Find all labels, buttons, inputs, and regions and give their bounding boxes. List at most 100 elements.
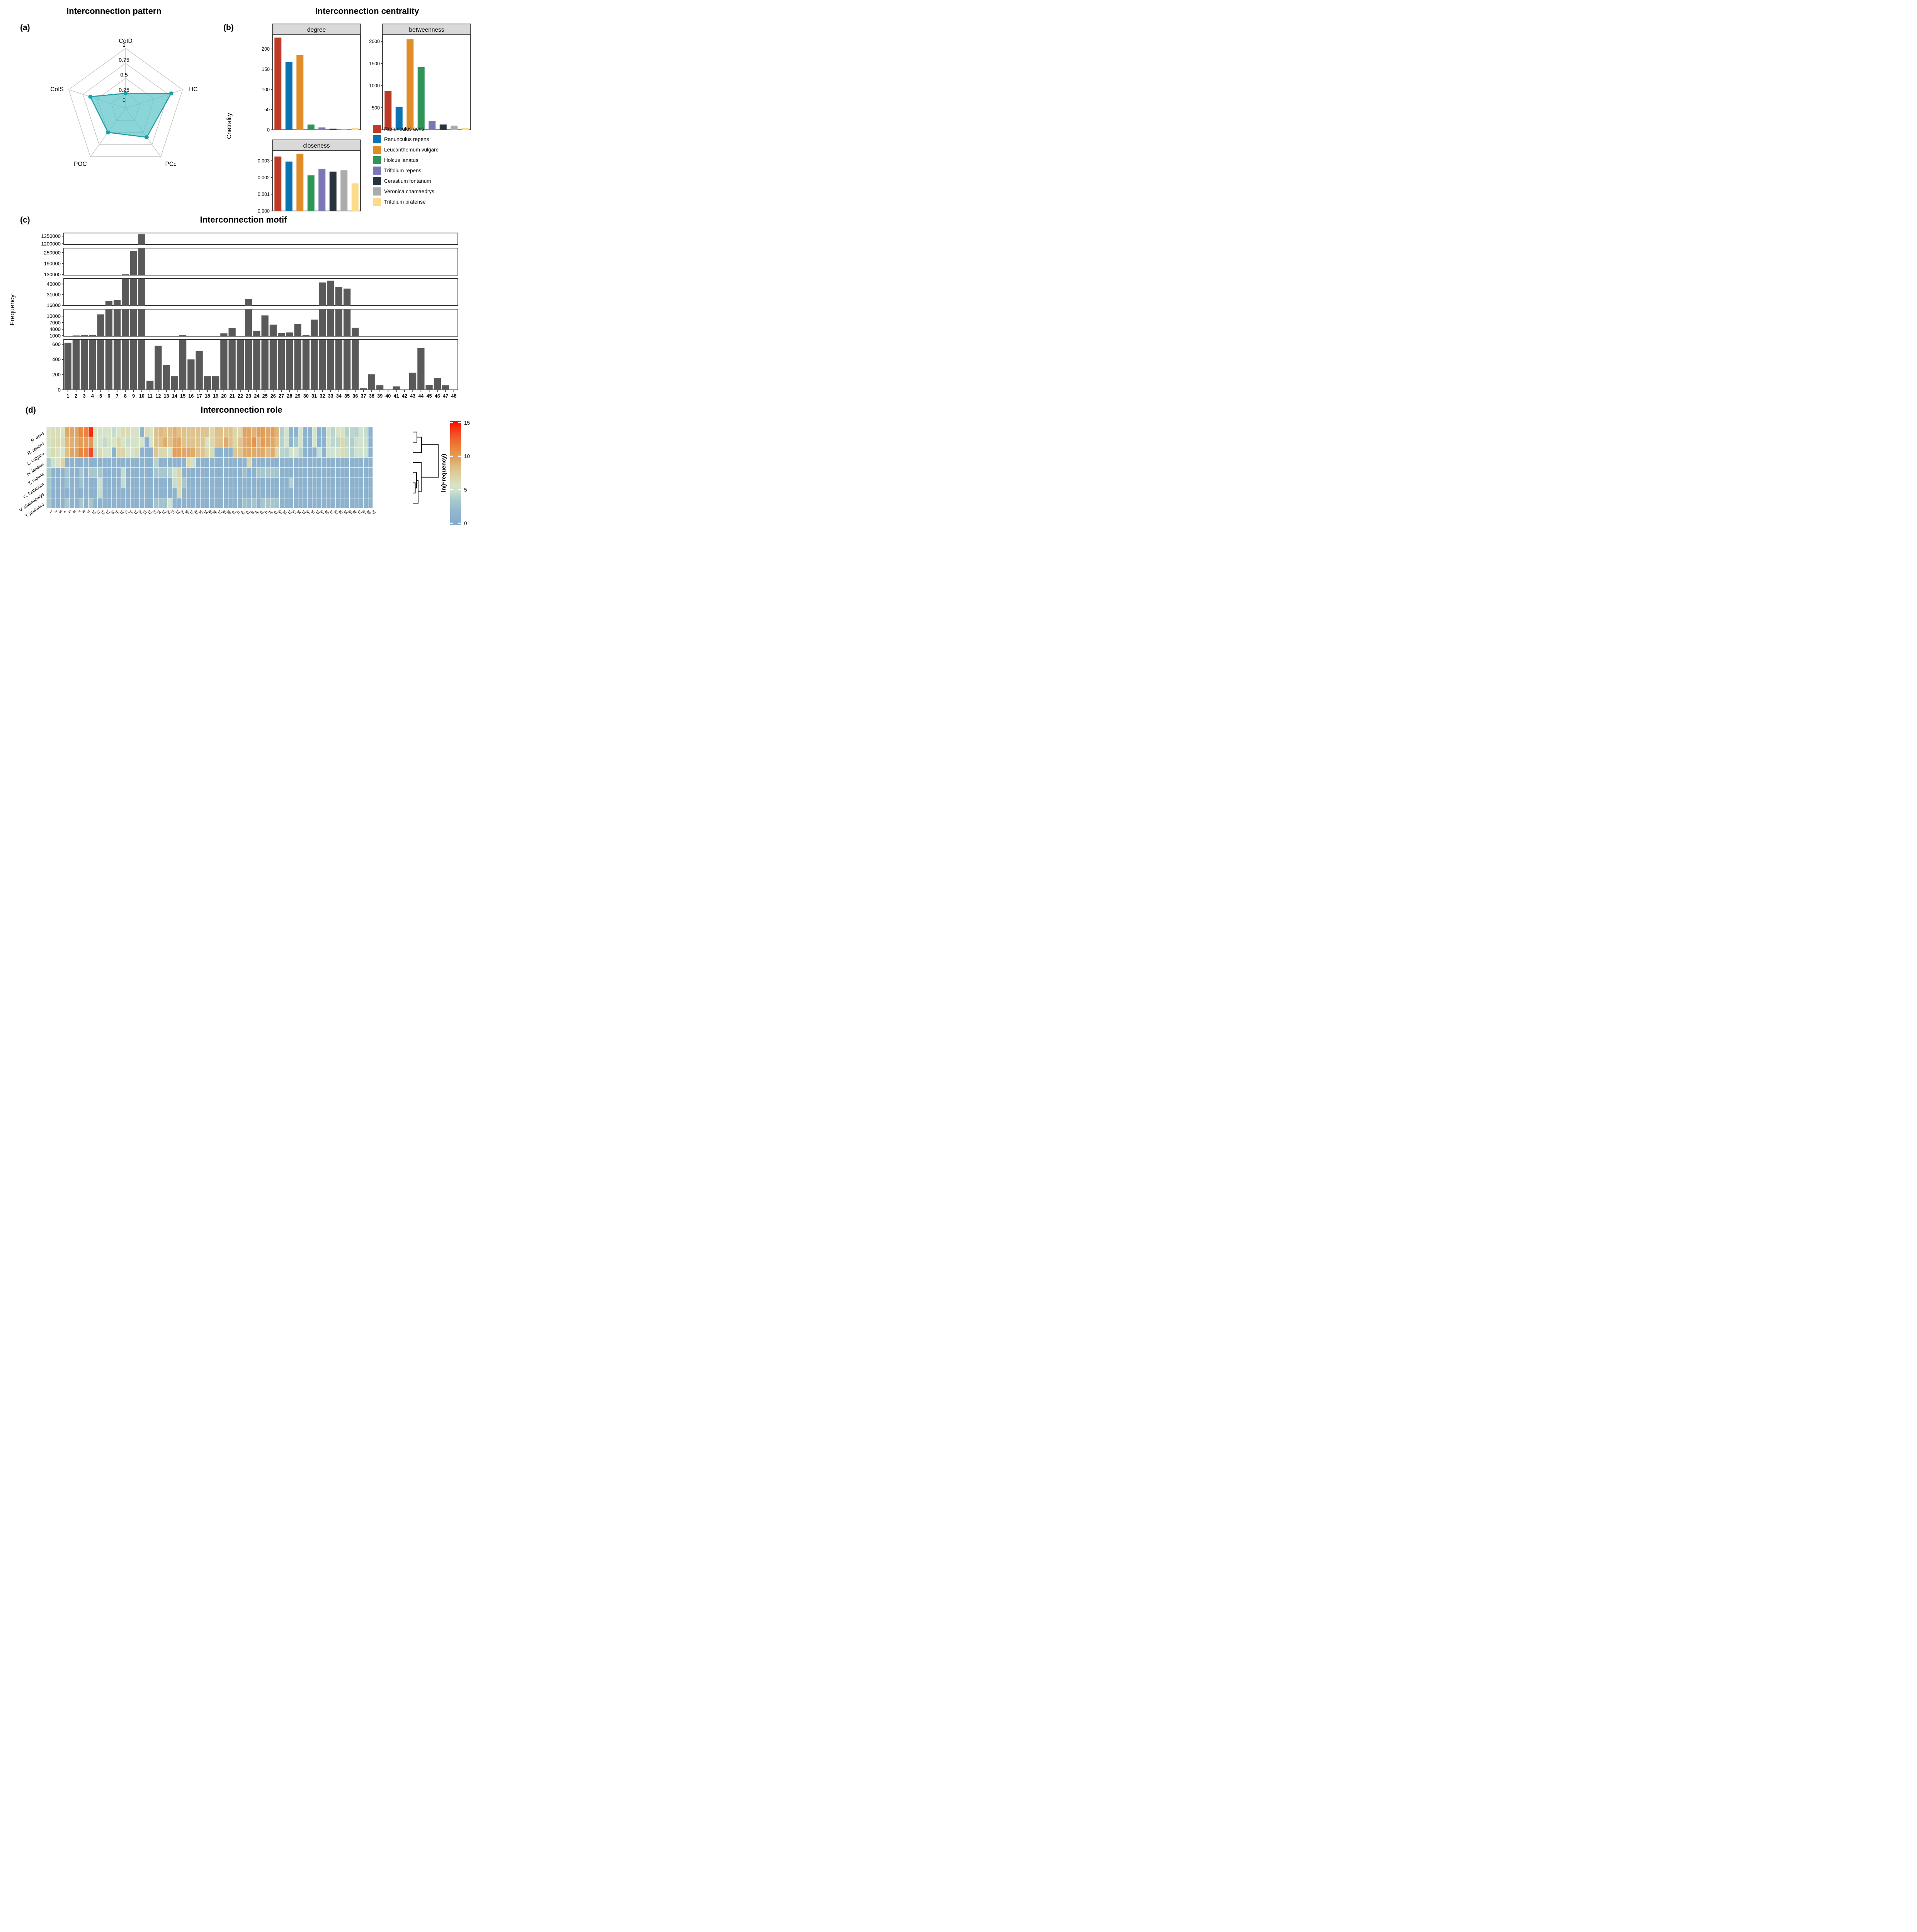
y-tick-label: 0.003 (258, 158, 270, 164)
heatmap-cell (139, 457, 144, 468)
heatmap-cell (214, 498, 219, 508)
heatmap-cell (289, 488, 294, 498)
heatmap-cell (88, 488, 93, 498)
heatmap-cell (200, 468, 205, 478)
heatmap-cell (51, 478, 56, 488)
heatmap-cell (70, 468, 74, 478)
heatmap-cell (233, 468, 238, 478)
heatmap-cell (359, 437, 364, 447)
heatmap-cell (256, 468, 261, 478)
heatmap-cell (214, 427, 219, 437)
legend-swatch (373, 167, 381, 175)
bar (296, 55, 304, 130)
heatmap-cell (51, 457, 56, 468)
heatmap-cell (359, 457, 364, 468)
x-tick-label: 30 (303, 393, 309, 399)
heatmap-col-label: 70 (371, 510, 376, 515)
radar-chart: 1 0.75 0.5 0.25 0 CoID HC PCc POC CoIS (50, 38, 197, 167)
heatmap-cell (265, 457, 270, 468)
heatmap-cell (312, 447, 317, 457)
heatmap-cell (209, 468, 214, 478)
heatmap-cell (312, 478, 317, 488)
heatmap-cell (116, 498, 121, 508)
heatmap-cell (308, 427, 312, 437)
species-legend: Ranunculus acris Ranunculus repens Leucant… (373, 124, 439, 207)
heatmap-cell (214, 447, 219, 457)
bar (130, 309, 137, 336)
heatmap-cell (303, 437, 308, 447)
heatmap-cell (186, 468, 191, 478)
heatmap-cell (88, 437, 93, 447)
heatmap-cell (182, 457, 186, 468)
heatmap-cell (116, 468, 121, 478)
heatmap-cell (107, 488, 112, 498)
heatmap-cell (200, 498, 205, 508)
heatmap-cell (144, 468, 149, 478)
heatmap-cell (177, 437, 182, 447)
heatmap-cell (51, 427, 56, 437)
heatmap-cell (280, 427, 284, 437)
heatmap-cell (233, 488, 238, 498)
heatmap-cell (191, 427, 196, 437)
heatmap-cell (219, 447, 224, 457)
panel-b-title: Interconnection centrality (315, 6, 419, 16)
heatmap-cell (326, 427, 331, 437)
x-tick-label: 27 (279, 393, 284, 399)
heatmap-cell (275, 468, 279, 478)
heatmap-cell (154, 427, 158, 437)
y-tick-label: 1000 (49, 333, 61, 338)
heatmap-cell (60, 437, 65, 447)
legend-item: Cerastium fontanum (373, 176, 439, 186)
heatmap-cell (196, 498, 200, 508)
heatmap-cell (70, 498, 74, 508)
heatmap-cell (354, 488, 359, 498)
heatmap-cell (242, 478, 247, 488)
heatmap-cell (317, 457, 321, 468)
radar-ring-tick-label: 0.5 (120, 72, 128, 78)
heatmap-cell (326, 468, 331, 478)
radar-grid-ring (68, 48, 183, 157)
facet-header-label: closeness (303, 143, 330, 149)
heatmap-cell (228, 468, 233, 478)
heatmap-cell (121, 447, 126, 457)
heatmap-cell (98, 437, 102, 447)
radar-data-point (123, 91, 128, 95)
legend-label: Trifolium pratense (384, 199, 426, 205)
heatmap-cell (270, 437, 275, 447)
heatmap-cell (126, 437, 130, 447)
motif-panel-frame (63, 339, 458, 390)
heatmap-cell (289, 498, 294, 508)
bar (340, 170, 348, 211)
heatmap-cell (242, 437, 247, 447)
bar (286, 332, 293, 336)
y-tick-label: 1000 (369, 83, 380, 88)
heatmap-cell (289, 457, 294, 468)
heatmap-cell (265, 478, 270, 488)
x-tick-label: 12 (155, 393, 161, 399)
heatmap-col-label: 9 (86, 510, 90, 514)
y-tick-label: 50 (264, 107, 270, 112)
bar (318, 168, 326, 211)
heatmap-cell (177, 468, 182, 478)
heatmap-cell (130, 457, 135, 468)
bar (417, 348, 425, 390)
heatmap-cell (335, 427, 340, 437)
heatmap-cell (163, 427, 168, 437)
heatmap-cell (65, 478, 70, 488)
heatmap-cell (84, 437, 88, 447)
heatmap-cell (252, 488, 256, 498)
heatmap-cell (335, 457, 340, 468)
heatmap-cell (317, 488, 321, 498)
heatmap-cell (308, 447, 312, 457)
y-tick-label: 190000 (44, 261, 61, 267)
panel-a-title: Interconnection pattern (66, 6, 162, 16)
heatmap-cell (340, 468, 345, 478)
heatmap-cell (102, 457, 107, 468)
heatmap-cell (65, 457, 70, 468)
bar (285, 162, 293, 211)
heatmap-cell (107, 427, 112, 437)
bar (130, 251, 137, 275)
x-tick-label: 32 (320, 393, 325, 399)
bar (72, 340, 80, 390)
heatmap-cell (247, 437, 252, 447)
